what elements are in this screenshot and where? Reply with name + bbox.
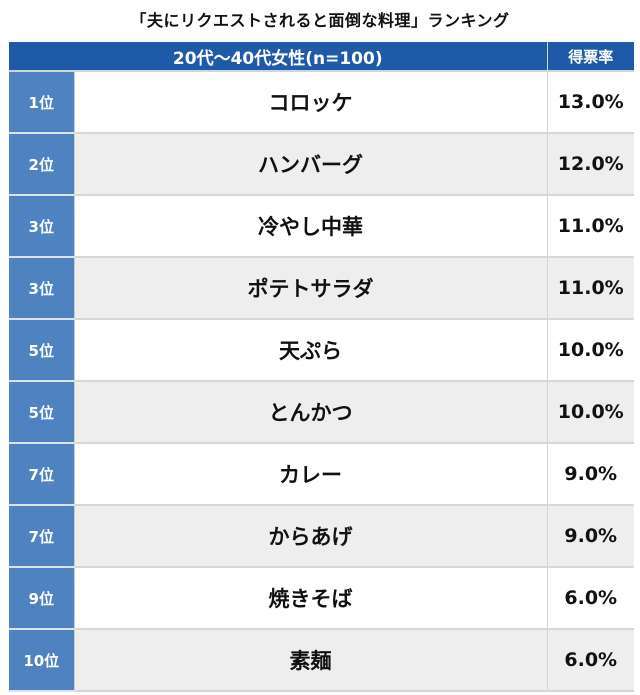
column-header-share: 得票率 — [547, 42, 634, 72]
share-cell: 11.0% — [547, 257, 634, 320]
dish-cell: 焼きそば — [74, 567, 548, 630]
rank-cell: 5位 — [9, 381, 75, 444]
table-row: 3位 冷やし中華 11.0% — [9, 195, 634, 258]
share-cell: 9.0% — [547, 505, 634, 568]
table-row: 1位 コロッケ 13.0% — [9, 71, 634, 134]
table-row: 10位 素麺 6.0% — [9, 629, 634, 692]
chart-title: 「夫にリクエストされると面倒な料理」ランキング — [130, 11, 510, 30]
share-cell: 6.0% — [547, 567, 634, 630]
table-row: 9位 焼きそば 6.0% — [9, 567, 634, 630]
dish-cell: ハンバーグ — [74, 133, 548, 196]
dish-cell: 天ぷら — [74, 319, 548, 382]
ranking-body: 1位 コロッケ 13.0% 2位 ハンバーグ 12.0% 3位 冷やし中華 11.0% 3位 ポテト… — [9, 71, 634, 692]
rank-cell: 3位 — [9, 195, 75, 258]
rank-cell: 1位 — [9, 71, 75, 134]
rank-cell: 5位 — [9, 319, 75, 382]
rank-cell: 3位 — [9, 257, 75, 320]
share-cell: 6.0% — [547, 629, 634, 692]
rank-cell: 9位 — [9, 567, 75, 630]
share-cell: 10.0% — [547, 319, 634, 382]
table-row: 7位 からあげ 9.0% — [9, 505, 634, 568]
rank-cell: 2位 — [9, 133, 75, 196]
table-row: 2位 ハンバーグ 12.0% — [9, 133, 634, 196]
rank-cell: 7位 — [9, 443, 75, 506]
share-cell: 9.0% — [547, 443, 634, 506]
share-cell: 13.0% — [547, 71, 634, 134]
dish-cell: 冷やし中華 — [74, 195, 548, 258]
dish-cell: コロッケ — [74, 71, 548, 134]
dish-cell: 素麺 — [74, 629, 548, 692]
rank-cell: 7位 — [9, 505, 75, 568]
dish-cell: とんかつ — [74, 381, 548, 444]
share-cell: 12.0% — [547, 133, 634, 196]
dish-cell: カレー — [74, 443, 548, 506]
ranking-table: 20代〜40代女性(n=100) 得票率 1位 コロッケ 13.0% 2位 ハンバーグ 1… — [9, 42, 634, 692]
table-row: 7位 カレー 9.0% — [9, 443, 634, 506]
share-cell: 10.0% — [547, 381, 634, 444]
column-header-group: 20代〜40代女性(n=100) — [9, 42, 548, 72]
table-row: 5位 天ぷら 10.0% — [9, 319, 634, 382]
share-cell: 11.0% — [547, 195, 634, 258]
table-row: 3位 ポテトサラダ 11.0% — [9, 257, 634, 320]
dish-cell: からあげ — [74, 505, 548, 568]
table-header-row: 20代〜40代女性(n=100) 得票率 — [9, 42, 634, 72]
rank-cell: 10位 — [9, 629, 75, 692]
dish-cell: ポテトサラダ — [74, 257, 548, 320]
table-row: 5位 とんかつ 10.0% — [9, 381, 634, 444]
